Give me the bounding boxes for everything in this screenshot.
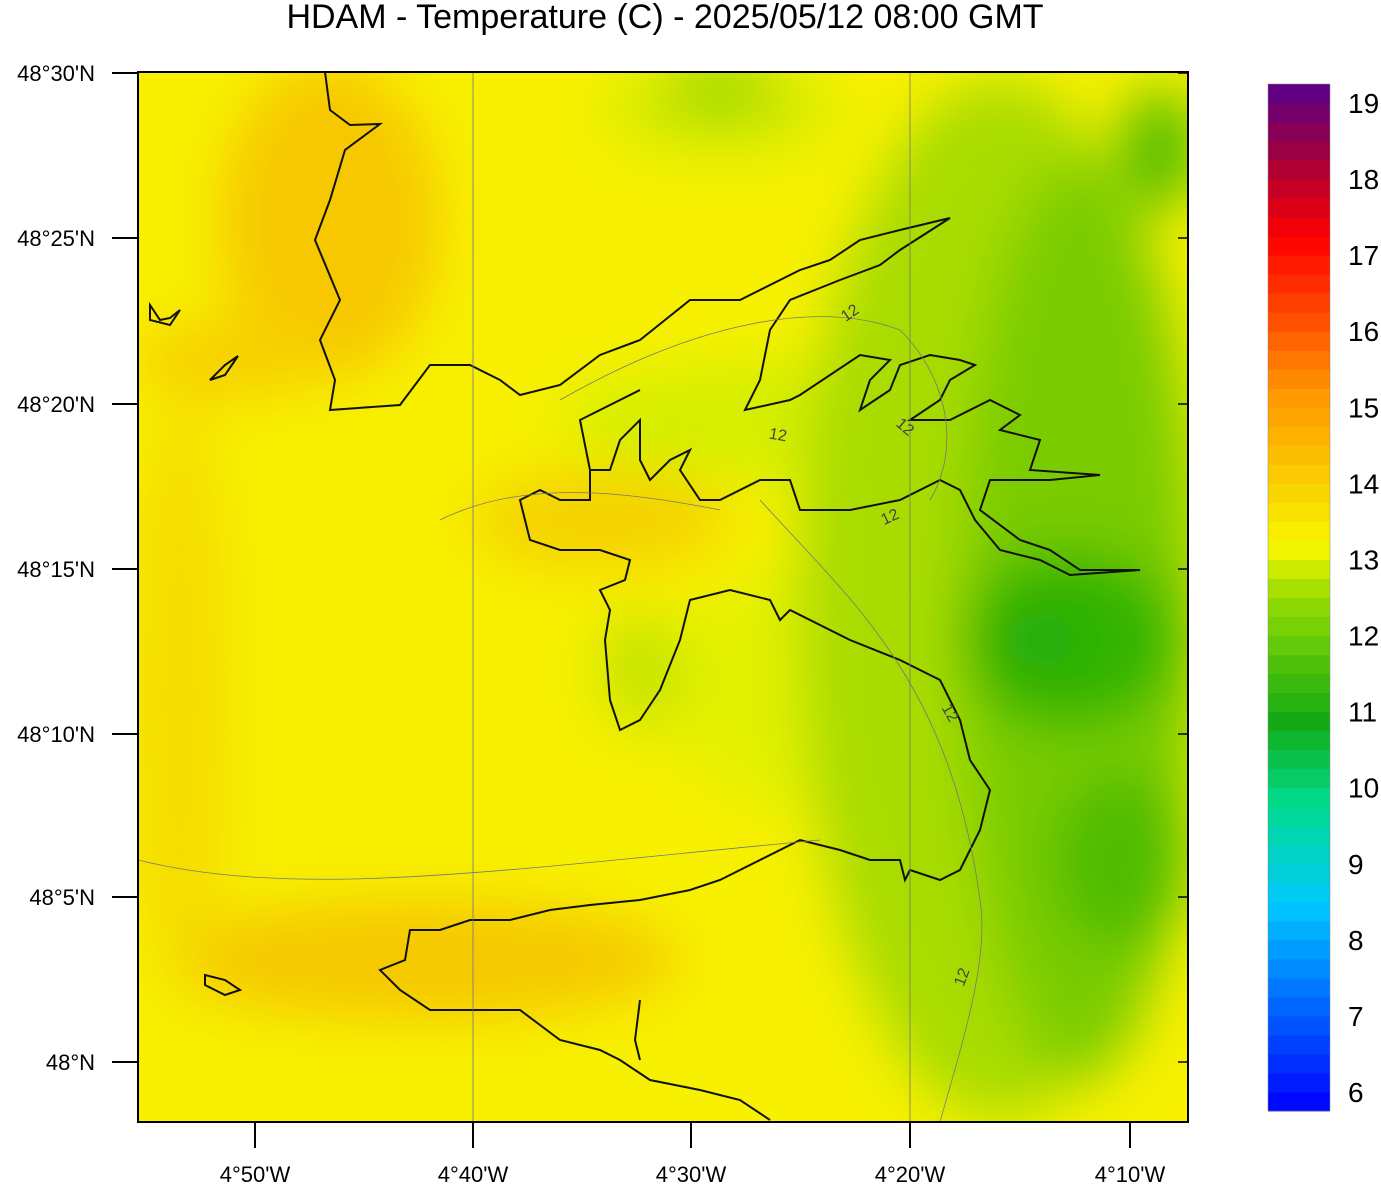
- colorbar-band: [1268, 236, 1330, 256]
- colorbar-tick-label: 8: [1348, 925, 1364, 956]
- colorbar-band: [1268, 711, 1330, 732]
- colorbar-band: [1268, 654, 1330, 675]
- colorbar-band: [1268, 901, 1330, 922]
- colorbar-band: [1268, 540, 1330, 560]
- lon-label: 4°30'W: [656, 1162, 727, 1187]
- colorbar-tick-label: 12: [1348, 621, 1379, 652]
- colorbar-band: [1268, 331, 1330, 351]
- colorbar-band: [1268, 407, 1330, 427]
- colorbar-band: [1268, 502, 1330, 522]
- colorbar-band: [1268, 559, 1330, 579]
- colorbar-tick-label: 17: [1348, 240, 1379, 271]
- colorbar-frame: [1267, 83, 1331, 1112]
- colorbar-tick-label: 15: [1348, 392, 1379, 423]
- colorbar-band: [1268, 483, 1330, 503]
- colorbar-band: [1268, 350, 1330, 370]
- lon-label: 4°10'W: [1095, 1162, 1166, 1187]
- colorbar-band: [1268, 445, 1330, 465]
- colorbar-band: [1268, 179, 1330, 199]
- colorbar-tick-label: 10: [1348, 773, 1379, 804]
- colorbar-tick-label: 9: [1348, 849, 1364, 880]
- colorbar-band: [1268, 1091, 1330, 1112]
- colorbar-band: [1268, 939, 1330, 960]
- contour-label: 12: [768, 426, 789, 446]
- colorbar-band: [1268, 730, 1330, 751]
- colorbar-band: [1268, 806, 1330, 827]
- lat-label: 48°25'N: [17, 226, 95, 251]
- colorbar-band: [1268, 844, 1330, 865]
- lon-label: 4°40'W: [438, 1162, 509, 1187]
- colorbar-band: [1268, 977, 1330, 998]
- colorbar-band: [1268, 122, 1330, 142]
- colorbar-band: [1268, 787, 1330, 808]
- lat-label: 48°30'N: [17, 61, 95, 86]
- colorbar-band: [1268, 578, 1330, 598]
- lat-label: 48°N: [46, 1050, 95, 1075]
- colorbar-band: [1268, 1034, 1330, 1055]
- colorbar-band: [1268, 426, 1330, 446]
- colorbar-band: [1268, 958, 1330, 979]
- colorbar-band: [1268, 673, 1330, 694]
- colorbar-band: [1268, 863, 1330, 884]
- colorbar-band: [1268, 597, 1330, 618]
- colorbar-band: [1268, 369, 1330, 389]
- colorbar-band: [1268, 388, 1330, 408]
- lat-label: 48°15'N: [17, 557, 95, 582]
- colorbar-band: [1268, 217, 1330, 237]
- lat-label: 48°20'N: [17, 392, 95, 417]
- title: HDAM - Temperature (C) - 2025/05/12 08:0…: [286, 0, 1043, 36]
- colorbar-band: [1268, 1072, 1330, 1093]
- colorbar-band: [1268, 825, 1330, 846]
- colorbar-band: [1268, 996, 1330, 1017]
- colorbar-band: [1268, 103, 1330, 123]
- colorbar-band: [1268, 141, 1330, 161]
- colorbar-band: [1268, 312, 1330, 332]
- coastline: [149, 72, 1141, 1121]
- colorbar-tick-label: 13: [1348, 544, 1379, 575]
- colorbar-tick-label: 16: [1348, 316, 1379, 347]
- lon-label: 4°20'W: [875, 1162, 946, 1187]
- colorbar-tick-label: 14: [1348, 468, 1379, 499]
- colorbar-band: [1268, 635, 1330, 656]
- colorbar-band: [1268, 1015, 1330, 1036]
- colorbar-band: [1268, 464, 1330, 484]
- colorbar-band: [1268, 882, 1330, 903]
- colorbar-band: [1268, 255, 1330, 275]
- colorbar-band: [1268, 920, 1330, 941]
- colorbar-band: [1268, 84, 1330, 104]
- colorbar-tick-label: 18: [1348, 164, 1379, 195]
- colorbar-tick-label: 7: [1348, 1001, 1364, 1032]
- colorbar-band: [1268, 274, 1330, 294]
- colorbar-band: [1268, 160, 1330, 180]
- colorbar-tick-label: 19: [1348, 88, 1379, 119]
- colorbar-band: [1268, 616, 1330, 637]
- lat-label: 48°5'N: [29, 885, 95, 910]
- colorbar-band: [1268, 521, 1330, 541]
- lon-label: 4°50'W: [220, 1162, 291, 1187]
- map-frame: [137, 71, 1189, 1123]
- colorbar-band: [1268, 1053, 1330, 1074]
- colorbar-band: [1268, 293, 1330, 313]
- contour-label: 12: [951, 966, 973, 989]
- colorbar-tick-label: 6: [1348, 1077, 1364, 1108]
- contour-lines: [138, 316, 983, 1122]
- contour-label: 12: [938, 701, 962, 725]
- colorbar-band: [1268, 749, 1330, 770]
- colorbar-band: [1268, 692, 1330, 713]
- colorbar-tick-label: 11: [1348, 697, 1377, 728]
- contour-label: 12: [879, 506, 902, 529]
- lat-label: 48°10'N: [17, 722, 95, 747]
- colorbar-band: [1268, 768, 1330, 789]
- colorbar-band: [1268, 198, 1330, 218]
